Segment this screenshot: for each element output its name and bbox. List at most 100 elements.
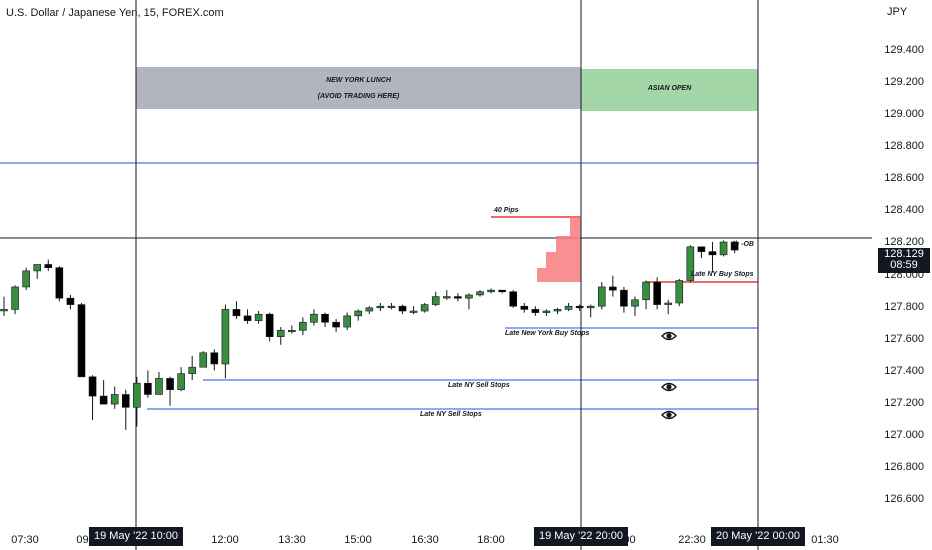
currency-label: JPY — [887, 6, 908, 18]
bull-candle[interactable] — [376, 305, 385, 309]
bear-candle[interactable] — [609, 286, 617, 291]
bear-candle[interactable] — [210, 352, 219, 365]
bull-candle[interactable] — [199, 352, 208, 368]
bear-candle[interactable] — [708, 251, 717, 256]
bear-candle[interactable] — [265, 313, 274, 337]
bull-candle[interactable] — [564, 305, 573, 310]
bull-candle[interactable] — [675, 280, 684, 304]
bear-candle[interactable] — [332, 321, 340, 328]
bear-candle[interactable] — [398, 305, 407, 312]
bear-candle[interactable] — [520, 305, 529, 310]
eye-icon[interactable] — [661, 410, 677, 420]
bull-candle[interactable] — [631, 299, 639, 307]
bear-candle[interactable] — [166, 378, 174, 390]
eye-icon[interactable] — [661, 331, 677, 341]
bull-candle[interactable] — [442, 296, 451, 299]
time-tick: 22:30 — [678, 534, 706, 546]
price-tick: 127.000 — [884, 429, 924, 441]
bull-candle[interactable] — [542, 310, 551, 313]
asian-open-zone[interactable] — [581, 69, 758, 111]
bear-candle[interactable] — [454, 296, 462, 299]
bull-candle[interactable] — [431, 296, 440, 305]
bull-candle[interactable] — [664, 302, 673, 305]
bull-candle[interactable] — [387, 305, 396, 309]
ob-label: 4h -OB — [731, 241, 754, 248]
price-tick: 128.800 — [884, 140, 924, 152]
price-tick: 129.000 — [884, 108, 924, 120]
price-tick: 126.600 — [884, 493, 924, 505]
bear-candle[interactable] — [99, 395, 108, 405]
bull-candle[interactable] — [254, 313, 263, 321]
bear-candle[interactable] — [653, 281, 661, 305]
eye-icon[interactable] — [661, 382, 677, 392]
late-ny-buy-stops-label: Late NY Buy Stops — [691, 271, 754, 278]
late-ny-sell-stops-label-2: Late NY Sell Stops — [420, 411, 482, 418]
bear-candle[interactable] — [243, 315, 252, 321]
bull-candle[interactable] — [365, 307, 374, 312]
bear-candle[interactable] — [66, 297, 75, 305]
current-price-value: 128.129 — [884, 248, 924, 260]
bull-candle[interactable] — [465, 294, 473, 299]
bear-candle[interactable] — [697, 246, 706, 252]
price-tick: 128.400 — [884, 204, 924, 216]
bear-candle[interactable] — [232, 309, 241, 317]
bull-candle[interactable] — [642, 281, 650, 301]
price-tick: 127.600 — [884, 333, 924, 345]
bear-candle[interactable] — [575, 305, 584, 309]
price-tick: 127.400 — [884, 365, 924, 377]
bear-candle[interactable] — [121, 394, 130, 408]
bull-candle[interactable] — [221, 309, 230, 365]
bear-candle[interactable] — [44, 264, 53, 268]
bull-candle[interactable] — [188, 366, 196, 374]
bull-candle[interactable] — [288, 329, 296, 333]
ny-lunch-zone[interactable] — [136, 67, 581, 109]
bear-candle[interactable] — [620, 289, 628, 307]
bull-candle[interactable] — [597, 286, 606, 307]
time-tick: 15:00 — [344, 534, 372, 546]
bear-candle[interactable] — [77, 304, 86, 378]
bear-candle[interactable] — [321, 313, 329, 323]
bull-candle[interactable] — [310, 313, 318, 323]
price-tick: 129.400 — [884, 44, 924, 56]
bear-candle[interactable] — [144, 382, 152, 395]
time-highlight-1000: 19 May '22 10:00 — [88, 527, 184, 546]
bull-candle[interactable] — [33, 264, 42, 272]
bear-candle[interactable] — [88, 376, 97, 397]
bull-candle[interactable] — [155, 378, 163, 395]
bull-candle[interactable] — [553, 309, 562, 312]
bull-candle[interactable] — [409, 310, 418, 313]
bull-candle[interactable] — [487, 289, 495, 293]
bull-candle[interactable] — [719, 241, 728, 256]
bull-candle[interactable] — [476, 291, 484, 296]
bull-candle[interactable] — [354, 310, 363, 317]
candle-group — [0, 240, 739, 430]
bear-candle[interactable] — [55, 267, 64, 299]
bear-candle[interactable] — [730, 241, 739, 251]
time-tick: 09: — [76, 534, 92, 546]
bull-candle[interactable] — [22, 270, 30, 288]
pips-range-shape[interactable] — [537, 217, 581, 282]
bull-candle[interactable] — [276, 329, 285, 337]
time-tick: 13:30 — [278, 534, 306, 546]
price-tick: 129.200 — [884, 76, 924, 88]
bear-candle[interactable] — [531, 309, 540, 313]
time-highlight-2000: 19 May '22 20:00 — [533, 527, 629, 546]
price-tick: 127.800 — [884, 301, 924, 313]
bull-candle[interactable] — [343, 315, 351, 328]
bear-candle[interactable] — [498, 289, 506, 293]
time-highlight-0000: 20 May '22 00:00 — [710, 527, 806, 546]
bull-candle[interactable] — [586, 305, 595, 309]
bull-candle[interactable] — [420, 304, 429, 312]
bull-candle[interactable] — [11, 286, 19, 310]
price-tick: 126.800 — [884, 461, 924, 473]
bull-candle[interactable] — [0, 309, 8, 312]
bull-candle[interactable] — [133, 382, 141, 408]
bear-candle[interactable] — [509, 291, 518, 307]
bull-candle[interactable] — [299, 321, 307, 331]
bull-candle[interactable] — [110, 394, 119, 405]
bull-candle[interactable] — [686, 246, 695, 281]
bull-candle[interactable] — [177, 373, 185, 390]
ny-lunch-text-line2: (AVOID TRADING HERE) — [317, 93, 400, 100]
late-ny-sell-stops-label-1: Late NY Sell Stops — [448, 382, 510, 389]
